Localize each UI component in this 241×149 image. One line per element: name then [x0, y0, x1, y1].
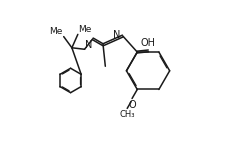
Text: Me: Me — [79, 25, 92, 34]
Text: OH: OH — [141, 38, 156, 48]
Text: N: N — [113, 30, 120, 40]
Text: Me: Me — [50, 27, 63, 36]
Text: O: O — [128, 100, 136, 110]
Text: N: N — [85, 40, 92, 50]
Text: CH₃: CH₃ — [120, 110, 135, 119]
